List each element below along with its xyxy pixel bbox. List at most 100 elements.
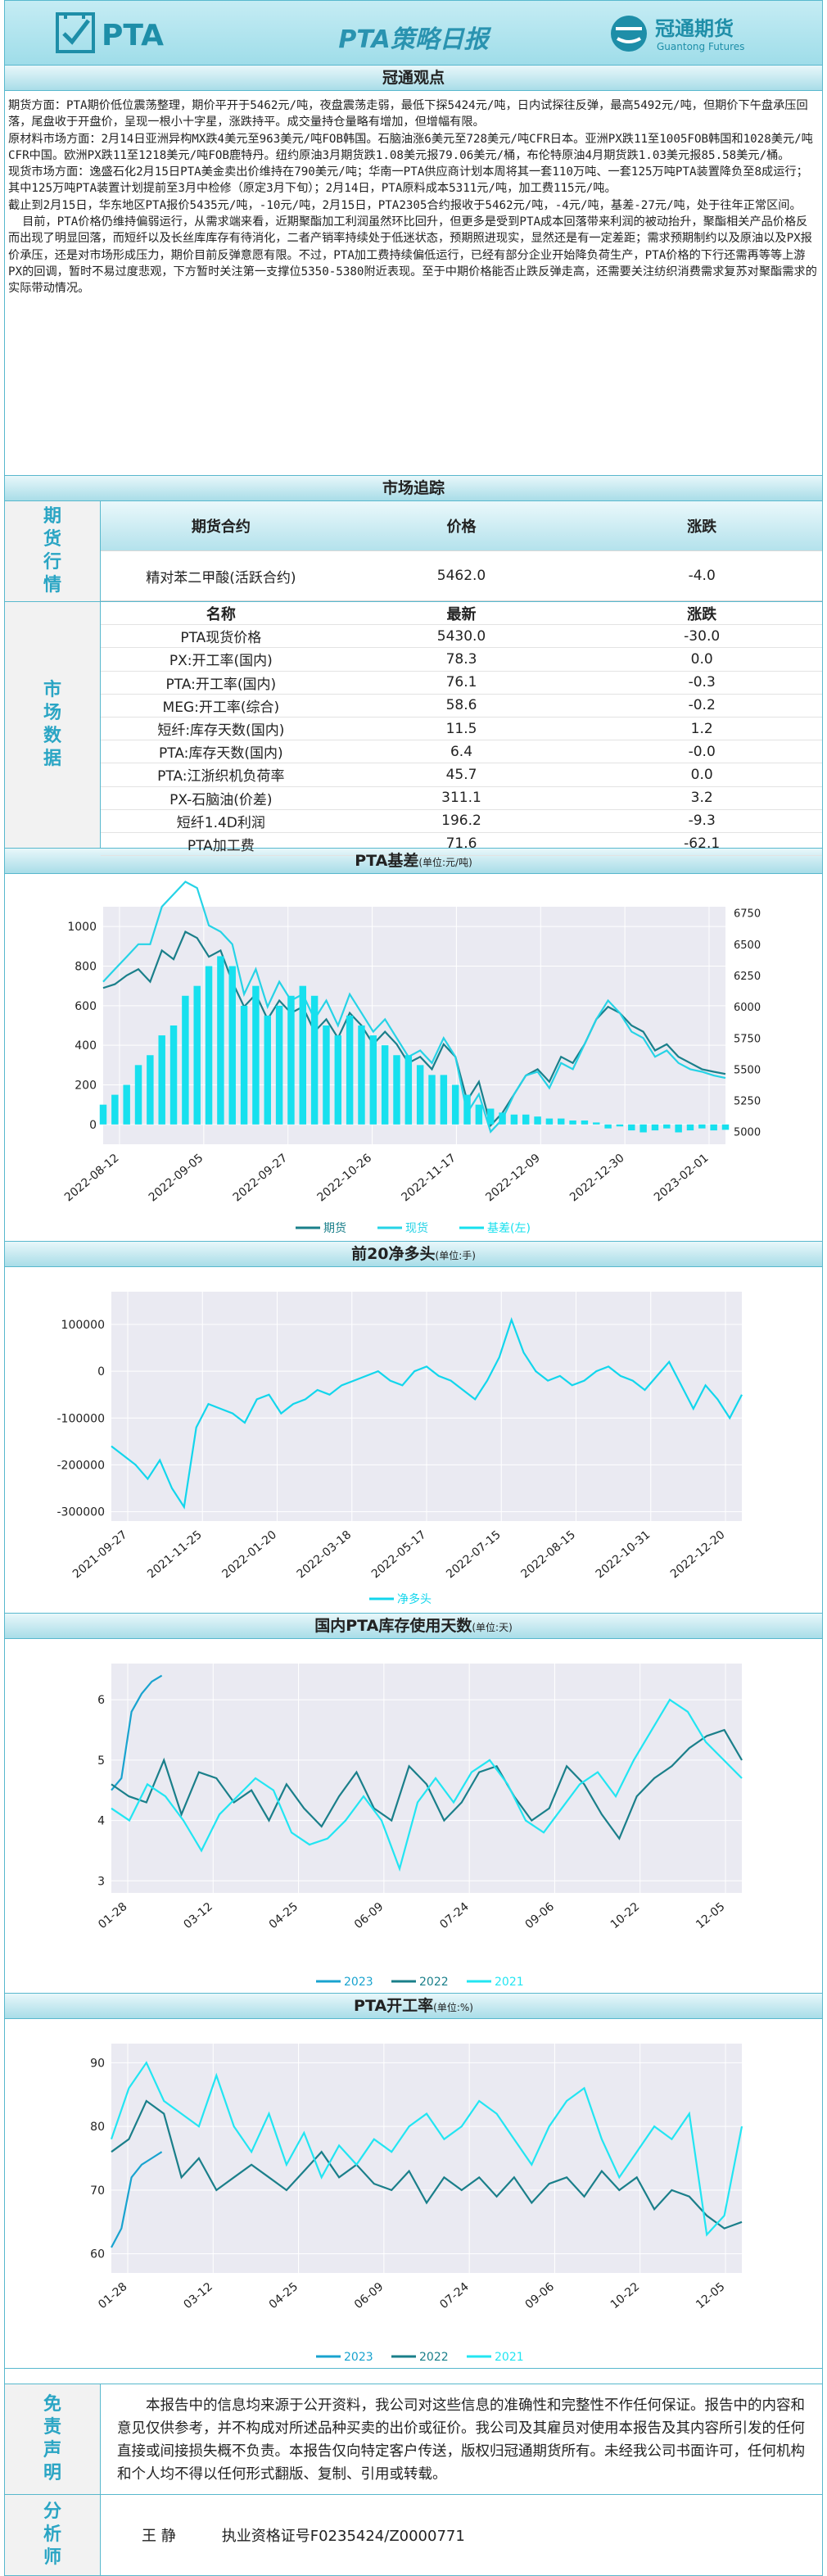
market-header-latest: 最新 <box>446 605 477 623</box>
basis-chart-unit: (单位:元/吨) <box>418 857 472 868</box>
analyst-info: 王 静 执业资格证号F0235424/Z0000771 <box>101 2495 822 2575</box>
x-tick-label: 12-05 <box>694 2280 727 2311</box>
market-header-row: 名称 最新 涨跌 <box>101 602 822 626</box>
x-tick-label: 09-06 <box>523 2280 558 2311</box>
x-tick-label: 2022-08-12 <box>62 1152 122 1205</box>
rate-chart-title: PTA开工率(单位:%) <box>4 1994 823 2019</box>
basis-bar <box>275 1005 283 1125</box>
basis-bar <box>334 1035 342 1125</box>
net-chart-title-text: 前20净多头 <box>351 1245 436 1263</box>
market-change-cell: -0.3 <box>688 674 716 691</box>
basis-chart-title: PTA基差(单位:元/吨) <box>4 849 823 874</box>
basis-bar <box>182 995 189 1125</box>
table-row: PTA:库存天数(国内) 6.4 -0.0 <box>101 740 822 764</box>
x-tick-label: 2023-02-01 <box>652 1152 712 1205</box>
basis-bar <box>639 1124 647 1133</box>
net-chart-title: 前20净多头(单位:手) <box>4 1242 823 1267</box>
basis-bar <box>698 1124 706 1129</box>
opinion-text: 期货方面：PTA期价低位震荡整理，期价平开于5462元/吨，夜盘震荡走弱，最低下… <box>4 91 823 476</box>
inventory-chart-title-text: 国内PTA库存使用天数 <box>314 1617 472 1635</box>
market-latest-cell: 5430.0 <box>436 627 486 645</box>
market-change-cell: 0.0 <box>690 766 713 783</box>
basis-bar <box>123 1084 130 1125</box>
market-latest-cell: 71.6 <box>445 835 477 853</box>
y-tick-label: 1000 <box>67 921 97 934</box>
futures-header-price: 价格 <box>446 518 477 536</box>
basis-chart-title-text: PTA基差 <box>355 852 419 870</box>
futures-label: 期货行情 <box>5 501 101 601</box>
market-data-label: 市场数据 <box>5 602 101 848</box>
x-tick-label: 2022-03-18 <box>295 1528 355 1582</box>
brand-text: PTA <box>102 19 164 52</box>
rate-chart: 60 70 80 90 01-28 03-12 04-25 06-09 07-24 09-06 10… <box>4 2019 823 2369</box>
x-tick-label: 06-09 <box>352 1900 386 1931</box>
basis-bar <box>710 1124 717 1131</box>
analyst-section: 分析师 王 静 执业资格证号F0235424/Z0000771 <box>4 2495 823 2576</box>
basis-bar <box>451 1084 459 1125</box>
basis-bar <box>463 1094 471 1125</box>
basis-bar <box>475 1104 483 1125</box>
basis-bar <box>686 1124 694 1131</box>
basis-bar <box>721 1124 730 1130</box>
inventory-chart: 3 4 5 6 01-28 03-12 04-25 06-09 07-24 09-06 10-22 1… <box>4 1639 823 1994</box>
market-name-cell: PTA:江浙织机负荷率 <box>157 768 285 785</box>
market-change-cell: -62.1 <box>684 835 721 853</box>
market-header-change: 涨跌 <box>687 605 717 623</box>
pta-logo-icon: PTA <box>56 12 164 53</box>
x-tick-label: 2022-10-31 <box>594 1528 653 1582</box>
futures-price-cell: 5462.0 <box>436 568 486 584</box>
y-tick-label: 80 <box>90 2121 105 2134</box>
company-logo: 冠通期货 Guantong Futures <box>611 16 744 52</box>
inventory-chart-unit: (单位:天) <box>472 1622 513 1633</box>
x-tick-label: 2021-09-27 <box>70 1528 130 1582</box>
y-right-tick-label: 6250 <box>734 971 761 983</box>
y-tick-label: 200 <box>75 1080 97 1093</box>
table-row: 精对苯二甲酸(活跃合约) 5462.0 -4.0 <box>101 551 822 601</box>
report-header: PTA PTA策略日报 冠通期货 Guantong Futures <box>4 0 823 66</box>
market-latest-cell: 58.6 <box>445 697 477 714</box>
plot-area <box>111 2044 742 2273</box>
x-tick-label: 2022-11-17 <box>399 1152 459 1205</box>
market-change-cell: -0.2 <box>688 697 716 714</box>
market-latest-cell: 78.3 <box>445 650 477 668</box>
market-data-table: 名称 最新 涨跌 PTA现货价格 5430.0 -30.0 PX:开工率(国内) 78.… <box>101 602 822 857</box>
basis-bar <box>675 1124 682 1133</box>
market-latest-cell: 6.4 <box>450 743 473 760</box>
legend-label: 期货 <box>323 1221 346 1235</box>
basis-bar <box>510 1114 518 1125</box>
market-name-cell: PTA:开工率(国内) <box>165 676 277 693</box>
spacer <box>4 2369 823 2384</box>
analyst-label-text: 分析师 <box>43 2501 61 2568</box>
futures-header-contract: 期货合约 <box>191 518 251 536</box>
legend-label: 2021 <box>495 2351 524 2364</box>
y-right-tick-label: 6000 <box>734 1002 761 1014</box>
series-line-现货 <box>102 881 726 1134</box>
basis-bar <box>440 1075 448 1125</box>
basis-bar <box>404 1055 413 1125</box>
x-tick-label: 06-09 <box>352 2280 386 2311</box>
x-tick-label: 2022-10-26 <box>315 1152 375 1205</box>
basis-bar <box>111 1094 119 1125</box>
legend-label: 现货 <box>405 1221 428 1235</box>
y-tick-label: 70 <box>90 2184 105 2198</box>
basis-bar <box>264 1015 271 1125</box>
basis-bar <box>252 985 260 1125</box>
x-tick-label: 09-06 <box>523 1900 558 1931</box>
y-tick-label: 100000 <box>61 1319 105 1332</box>
basis-bar <box>522 1114 530 1125</box>
x-tick-label: 2022-12-20 <box>668 1528 728 1582</box>
basis-bar <box>651 1124 659 1131</box>
market-change-cell: 1.2 <box>690 720 713 737</box>
basis-bar <box>287 995 295 1125</box>
y-tick-label: 60 <box>90 2248 105 2261</box>
net-chart: -300000 -200000 -100000 0 100000 2021-09-27 20… <box>4 1267 823 1614</box>
table-row: PX-石脑油(价差) 311.1 3.2 <box>101 787 822 810</box>
basis-chart: 0 200 400 600 800 1000 5000 5250 5500 5750 6000 625… <box>4 874 823 1242</box>
y-right-tick-label: 5250 <box>734 1096 761 1108</box>
futures-change-cell: -4.0 <box>688 568 716 584</box>
y-tick-label: 90 <box>90 2057 105 2070</box>
basis-bar <box>169 1025 178 1125</box>
market-latest-cell: 196.2 <box>441 813 481 830</box>
y-tick-label: 800 <box>75 961 97 974</box>
market-change-cell: -0.0 <box>688 743 716 760</box>
